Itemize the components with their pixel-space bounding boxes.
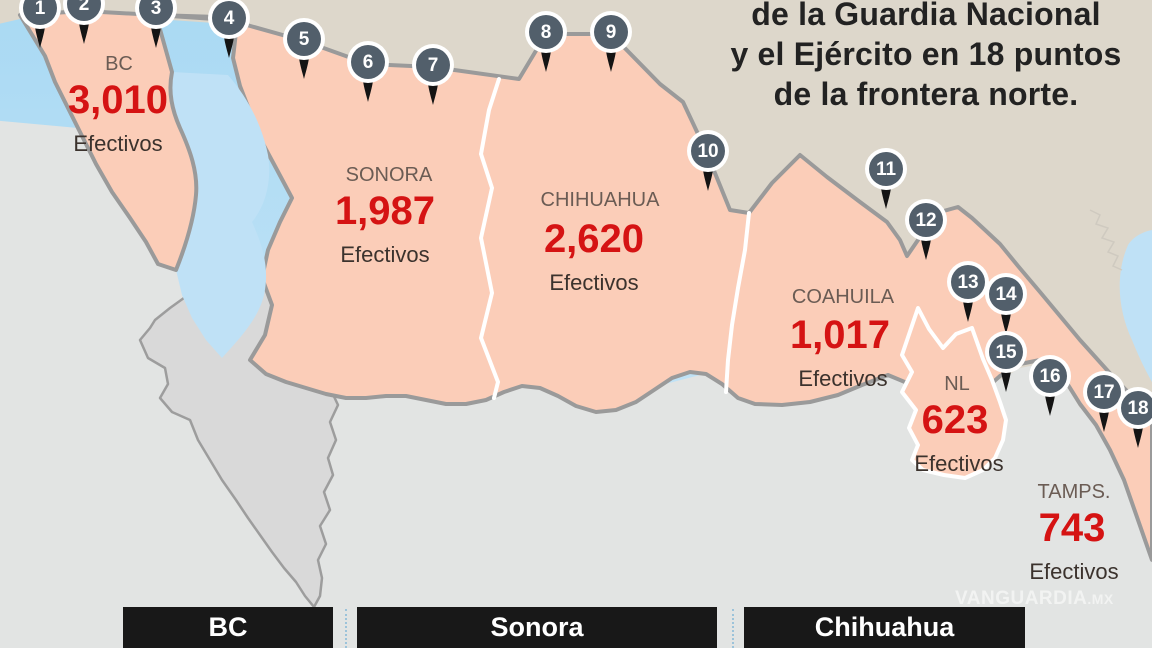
svg-text:14: 14 (995, 284, 1017, 305)
svg-text:Efectivos: Efectivos (340, 242, 429, 267)
svg-text:16: 16 (1039, 366, 1060, 387)
svg-text:18: 18 (1127, 398, 1148, 419)
svg-text:4: 4 (224, 8, 235, 29)
svg-text:13: 13 (957, 272, 978, 293)
svg-text:3,010: 3,010 (68, 78, 168, 122)
svg-text:15: 15 (995, 342, 1017, 363)
svg-text:7: 7 (428, 55, 439, 76)
svg-text:COAHUILA: COAHUILA (792, 286, 895, 308)
svg-text:623: 623 (922, 398, 989, 442)
svg-text:5: 5 (299, 29, 310, 50)
svg-text:1,987: 1,987 (335, 189, 435, 233)
svg-text:1: 1 (35, 0, 46, 19)
svg-text:9: 9 (606, 22, 617, 43)
svg-text:BC: BC (105, 53, 133, 75)
svg-text:743: 743 (1039, 506, 1106, 550)
svg-text:1,017: 1,017 (790, 313, 890, 357)
svg-text:NL: NL (944, 373, 970, 395)
svg-text:8: 8 (541, 22, 552, 43)
svg-text:Efectivos: Efectivos (549, 270, 638, 295)
svg-text:2: 2 (79, 0, 90, 15)
svg-text:CHIHUAHUA: CHIHUAHUA (541, 189, 661, 211)
svg-text:12: 12 (915, 210, 936, 231)
svg-text:17: 17 (1093, 382, 1114, 403)
svg-text:10: 10 (697, 141, 718, 162)
svg-text:Efectivos: Efectivos (1029, 559, 1118, 584)
svg-text:Efectivos: Efectivos (798, 366, 887, 391)
svg-text:11: 11 (876, 159, 897, 180)
svg-text:SONORA: SONORA (346, 164, 433, 186)
svg-text:6: 6 (363, 52, 374, 73)
svg-text:3: 3 (151, 0, 162, 19)
svg-text:Efectivos: Efectivos (914, 451, 1003, 476)
svg-text:TAMPS.: TAMPS. (1038, 481, 1111, 503)
svg-text:Efectivos: Efectivos (73, 131, 162, 156)
svg-text:2,620: 2,620 (544, 217, 644, 261)
